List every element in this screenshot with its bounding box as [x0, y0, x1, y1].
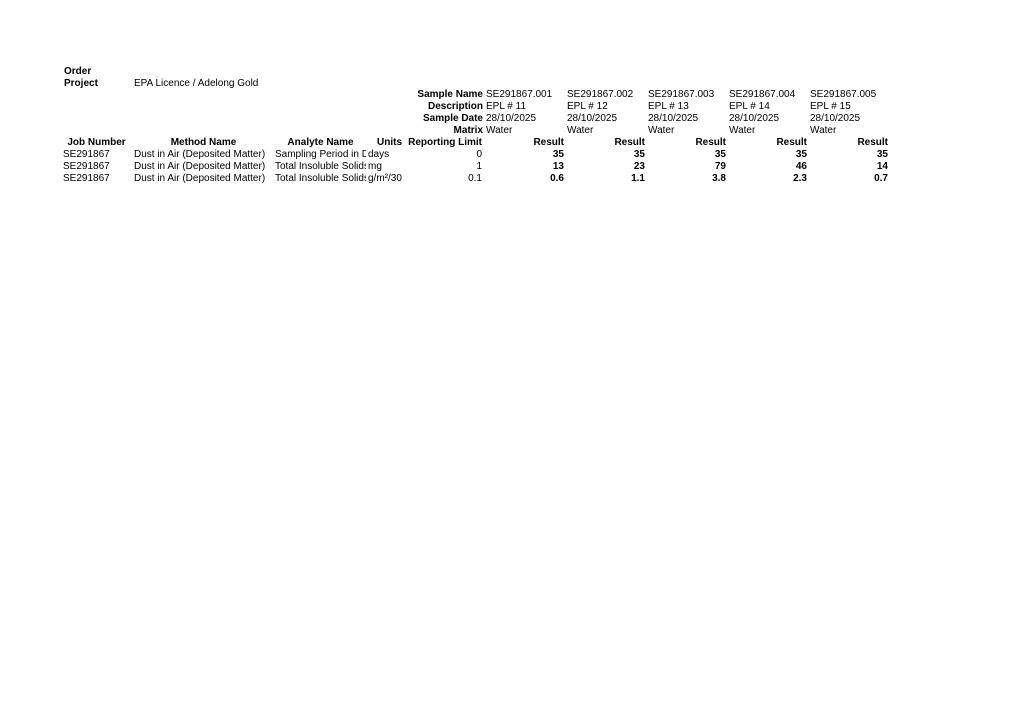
- table-cell: 1: [476, 161, 482, 172]
- table-cell: 0: [476, 149, 482, 160]
- result-cell: 35: [876, 149, 888, 160]
- sample-field-value: EPL # 14: [729, 101, 770, 112]
- sample-field-value: 28/10/2025: [810, 113, 861, 124]
- result-cell: 14: [876, 161, 888, 172]
- sample-field-value: Water: [486, 125, 513, 136]
- result-cell: 35: [714, 149, 726, 160]
- sample-field-label: Matrix: [453, 125, 483, 136]
- table-cell: Total Insoluble Solids: [275, 161, 366, 172]
- sample-field-value: 28/10/2025: [729, 113, 780, 124]
- sample-field-value: SE291867.001: [486, 89, 553, 100]
- table-cell: Dust in Air (Deposited Matter): [134, 149, 266, 160]
- sample-field-label: Description: [427, 101, 483, 112]
- column-header: Reporting Limit: [408, 137, 482, 148]
- result-cell: 23: [633, 161, 645, 172]
- table-cell: days: [368, 149, 390, 160]
- sample-field-value: Water: [567, 125, 594, 136]
- sample-field-value: EPL # 15: [810, 101, 851, 112]
- result-cell: 0.6: [550, 173, 564, 184]
- result-cell: 35: [633, 149, 645, 160]
- result-cell: 46: [795, 161, 807, 172]
- column-header: Result: [776, 137, 807, 148]
- sample-field-value: SE291867.005: [810, 89, 877, 100]
- result-cell: 1.1: [631, 173, 645, 184]
- sample-field-value: Water: [810, 125, 837, 136]
- column-header: Units: [377, 137, 402, 148]
- table-cell: Sampling Period in Days: [275, 149, 366, 160]
- sample-field-value: EPL # 12: [567, 101, 608, 112]
- sample-field-value: Water: [648, 125, 675, 136]
- table-cell: Total Insoluble Solids: [275, 173, 366, 184]
- column-header: Result: [695, 137, 726, 148]
- sample-field-value: Water: [729, 125, 756, 136]
- column-header: Job Number: [67, 137, 126, 148]
- sample-field-value: SE291867.003: [648, 89, 715, 100]
- column-header: Result: [614, 137, 645, 148]
- sample-field-value: 28/10/2025: [648, 113, 699, 124]
- sample-field-label: Sample Date: [422, 113, 483, 124]
- table-cell: SE291867: [63, 149, 110, 160]
- result-cell: 2.3: [793, 173, 807, 184]
- sample-field-value: EPL # 11: [486, 101, 527, 112]
- table-cell: SE291867: [63, 173, 110, 184]
- table-cell: SE291867: [63, 161, 110, 172]
- table-cell: Dust in Air (Deposited Matter): [134, 161, 266, 172]
- result-cell: 35: [795, 149, 807, 160]
- sample-field-value: SE291867.004: [729, 89, 796, 100]
- sample-field-label: Sample Name: [417, 89, 483, 100]
- table-cell: Dust in Air (Deposited Matter): [134, 173, 266, 184]
- column-header: Analyte Name: [287, 137, 354, 148]
- result-cell: 3.8: [712, 173, 726, 184]
- sample-field-value: 28/10/2025: [486, 113, 537, 124]
- column-header: Result: [533, 137, 564, 148]
- result-cell: 35: [552, 149, 564, 160]
- result-cell: 79: [714, 161, 726, 172]
- column-header: Result: [857, 137, 888, 148]
- project-label: Project: [64, 78, 98, 89]
- result-cell: 0.7: [874, 173, 888, 184]
- order-label: Order: [64, 66, 92, 77]
- table-cell: g/m²/30: [368, 173, 402, 184]
- table-cell: 0.1: [468, 173, 482, 184]
- column-header: Method Name: [170, 137, 237, 148]
- sample-field-value: EPL # 13: [648, 101, 689, 112]
- sample-field-value: SE291867.002: [567, 89, 634, 100]
- sample-field-value: 28/10/2025: [567, 113, 618, 124]
- result-cell: 13: [552, 161, 564, 172]
- project-value: EPA Licence / Adelong Gold: [134, 78, 259, 89]
- table-cell: mg: [368, 161, 382, 172]
